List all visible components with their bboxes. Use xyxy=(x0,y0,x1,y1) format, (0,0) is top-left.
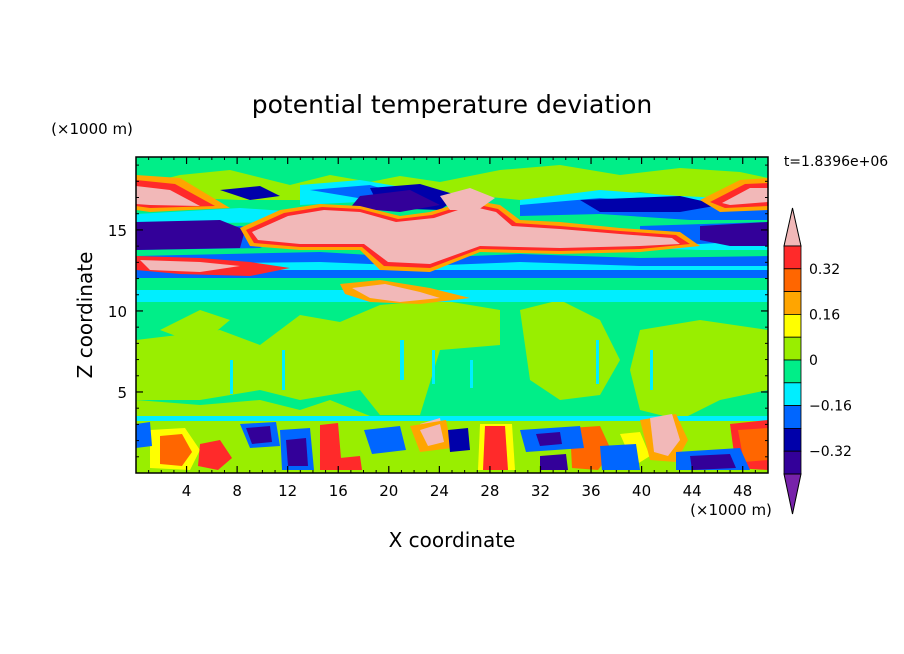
x-tick-label: 24 xyxy=(430,482,449,500)
colorbar-swatch xyxy=(783,313,802,338)
x-tick-label: 16 xyxy=(329,482,348,500)
x-tick-label: 48 xyxy=(733,482,752,500)
colorbar-extend-max xyxy=(783,207,802,247)
y-unit-label: (×1000 m) xyxy=(51,120,133,138)
x-tick-label: 28 xyxy=(480,482,499,500)
x-tick-label: 20 xyxy=(379,482,398,500)
x-tick-label: 32 xyxy=(531,482,550,500)
chart-title: potential temperature deviation xyxy=(252,90,652,119)
colorbar-swatch xyxy=(783,291,802,315)
colorbar-label: −0.16 xyxy=(809,399,852,415)
y-tick-label: 10 xyxy=(108,303,127,321)
colorbar-swatch xyxy=(783,245,802,270)
colorbar-swatch xyxy=(783,268,802,292)
y-axis-label: Z coordinate xyxy=(73,252,97,379)
colorbar: 0.32 0.16 0 −0.16 −0.32 xyxy=(783,207,852,515)
heatmap-field xyxy=(136,157,768,473)
colorbar-swatch xyxy=(783,405,802,429)
x-tick-label: 44 xyxy=(683,482,702,500)
colorbar-swatch xyxy=(783,450,802,475)
mid-noise xyxy=(230,340,653,394)
x-tick-label: 8 xyxy=(232,482,242,500)
colorbar-label: 0.32 xyxy=(809,262,840,278)
x-unit-label: (×1000 m) xyxy=(690,501,772,519)
x-tick-label: 4 xyxy=(182,482,192,500)
colorbar-swatch xyxy=(783,382,802,406)
y-tick-label: 5 xyxy=(117,384,127,402)
time-label: t=1.8396e+06 xyxy=(784,154,888,170)
colorbar-swatch xyxy=(783,336,802,361)
y-axis: 5 10 15 xyxy=(108,164,768,458)
x-tick-label: 12 xyxy=(278,482,297,500)
x-tick-label: 40 xyxy=(632,482,651,500)
upper-positive-plume xyxy=(136,175,768,304)
colorbar-swatch xyxy=(783,427,802,452)
colorbar-label: 0.16 xyxy=(809,307,840,323)
colorbar-label: −0.32 xyxy=(809,444,852,460)
y-tick-label: 15 xyxy=(108,222,127,240)
mid-level-positive-patches xyxy=(136,165,768,420)
x-tick-label: 36 xyxy=(581,482,600,500)
boundary-layer-cells xyxy=(136,414,768,473)
x-axis: 4 8 12 16 20 24 28 32 36 40 44 48 xyxy=(148,157,756,500)
colorbar-label: 0 xyxy=(809,353,818,369)
x-axis-label: X coordinate xyxy=(389,528,516,552)
colorbar-extend-min xyxy=(783,473,802,515)
colorbar-swatch xyxy=(783,359,802,384)
